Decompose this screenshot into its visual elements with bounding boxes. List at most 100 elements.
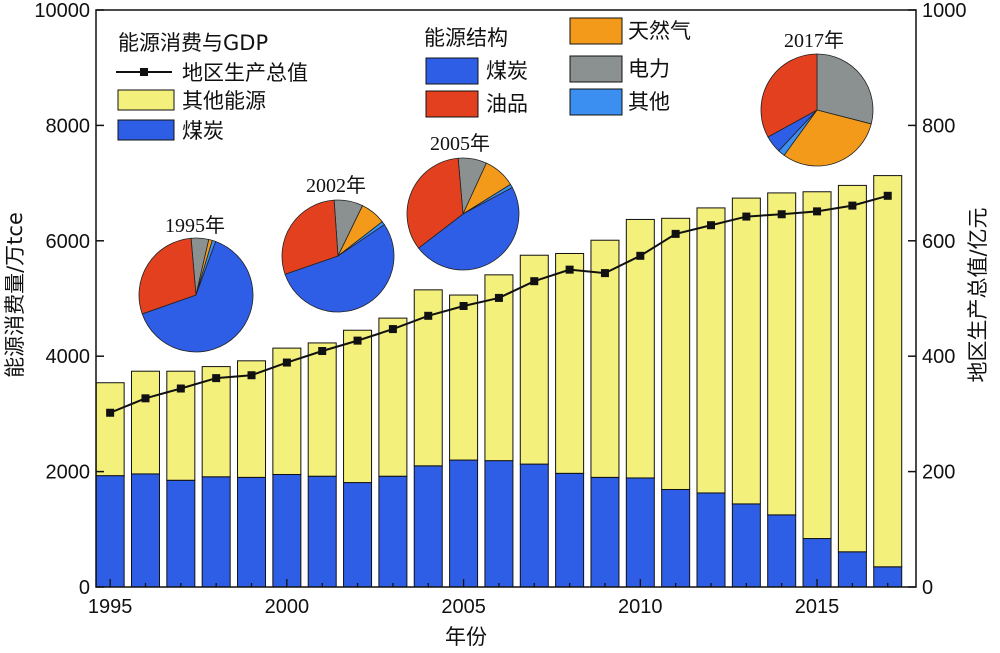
y-left-tick-label: 8000	[46, 115, 91, 137]
gdp-point-1996	[141, 394, 150, 403]
legend2-electricity-swatch	[569, 55, 623, 83]
bar-other-energy-2006	[484, 274, 514, 462]
bar-other-energy-1998	[201, 366, 231, 478]
x-tick-label: 2005	[441, 596, 486, 618]
gdp-point-2017	[883, 191, 892, 200]
gdp-point-2011	[671, 229, 680, 238]
gdp-point-1997	[176, 384, 185, 393]
gdp-point-1999	[247, 371, 256, 380]
bar-other-energy-1999	[237, 360, 267, 478]
gdp-point-1998	[212, 374, 221, 383]
bar-coal-2011	[661, 488, 691, 588]
legend2-item-other: 其他	[628, 90, 670, 114]
bar-other-energy-2013	[731, 197, 761, 505]
axes-layer: 0 2000 4000 6000 8000 10000 0 200 400 600 800 1000 1…	[34, 0, 966, 618]
bar-coal-2008	[555, 472, 585, 588]
bar-other-energy-2015	[802, 191, 832, 540]
x-axis-label: 年份	[445, 625, 487, 649]
pie-slice-煤炭	[284, 224, 395, 313]
y-right-tick-label: 800	[922, 115, 955, 137]
bar-coal-2006	[484, 460, 514, 588]
gdp-point-2008	[565, 265, 574, 274]
gdp-point-2016	[848, 201, 857, 210]
bar-other-energy-2012	[696, 207, 726, 494]
x-tick-label: 2000	[265, 596, 310, 618]
gdp-point-2004	[424, 311, 433, 320]
pie-title: 2005年	[430, 132, 490, 155]
gdp-point-2006	[494, 293, 503, 302]
bar-coal-2010	[625, 477, 655, 588]
bar-coal-2012	[696, 492, 726, 588]
gdp-point-2014	[777, 210, 786, 219]
bar-coal-1997	[166, 479, 196, 588]
y-right-tick-label: 600	[922, 231, 955, 253]
pie-slice-油品	[138, 237, 197, 315]
gdp-point-2015	[813, 207, 822, 216]
y-left-tick-label: 4000	[46, 346, 91, 368]
bar-coal-2005	[449, 459, 479, 588]
bar-other-energy-2005	[449, 294, 479, 461]
y-right-tick-label: 0	[922, 577, 933, 599]
legend1-item-coal: 煤炭	[182, 119, 224, 143]
bar-coal-1996	[130, 473, 160, 588]
bar-other-energy-2002	[343, 329, 373, 484]
gdp-point-2010	[636, 251, 645, 260]
pie-chart-3: 2017年	[760, 29, 874, 167]
legend1-item-other-energy: 其他能源	[182, 89, 266, 113]
pie-slice-天然气	[783, 109, 872, 167]
legend2-other-swatch	[569, 88, 623, 116]
bar-coal-2004	[413, 465, 443, 588]
y-right-tick-label: 200	[922, 462, 955, 484]
y-left-tick-label: 6000	[46, 231, 91, 253]
y-left-tick-label: 2000	[46, 462, 91, 484]
y-axis-left-label: 能源消费量/万tce	[3, 212, 27, 378]
bar-other-energy-2011	[661, 217, 691, 490]
x-tick-label: 2015	[795, 596, 840, 618]
bar-coal-2009	[590, 476, 620, 588]
pie-slice-油品	[760, 53, 818, 138]
pie-title: 2002年	[306, 174, 366, 197]
bar-coal-2001	[307, 475, 337, 588]
gdp-point-2002	[353, 336, 362, 345]
bar-other-energy-1996	[130, 370, 160, 475]
x-tick-label: 2010	[618, 596, 663, 618]
y-axis-right-label: 地区生产总值/亿元	[966, 207, 990, 382]
pie-slice-煤炭	[141, 240, 254, 353]
bar-other-energy-2000	[272, 347, 302, 475]
bar-coal-1995	[95, 475, 125, 588]
gdp-line-layer	[106, 191, 892, 417]
pie-chart-0: 1995年	[138, 214, 254, 353]
pie-chart-1: 2002年	[281, 174, 395, 313]
pie-title: 2017年	[784, 29, 844, 52]
y-left-tick-label: 10000	[34, 0, 90, 22]
bar-coal-2016	[837, 551, 867, 588]
legend1-title: 能源消费与GDP	[118, 31, 268, 55]
bar-coal-2007	[519, 463, 549, 588]
bar-other-energy-2001	[307, 342, 337, 477]
pie-slice-油品	[281, 199, 339, 275]
legend2-item-gas: 天然气	[628, 19, 691, 43]
legend-energy-structure: 能源结构 煤炭 油品 天然气 电力 其他	[424, 17, 691, 118]
gdp-point-2000	[282, 358, 291, 367]
pie-chart-2: 2005年	[406, 132, 520, 271]
legend-other-energy-swatch	[117, 89, 175, 111]
gdp-point-2013	[742, 212, 751, 221]
bar-other-energy-2008	[555, 252, 585, 474]
bar-coal-2000	[272, 473, 302, 588]
x-tick-label: 1995	[88, 596, 133, 618]
legend2-coal-swatch	[425, 57, 479, 85]
bar-other-energy-2017	[873, 175, 903, 568]
y-right-tick-label: 1000	[922, 0, 967, 22]
gdp-point-2012	[707, 221, 715, 230]
legend2-item-coal: 煤炭	[486, 59, 528, 83]
legend2-item-electricity: 电力	[628, 57, 670, 81]
pie-layer: 1995年 2002年 2005年 2017年	[138, 29, 874, 353]
gdp-point-2007	[530, 277, 539, 286]
gdp-point-2005	[459, 302, 468, 311]
bar-coal-1998	[201, 476, 231, 588]
bar-coal-2002	[343, 482, 373, 588]
legend-energy-gdp: 能源消费与GDP 地区生产总值 其他能源 煤炭	[116, 31, 308, 143]
pie-slice-煤炭	[417, 186, 520, 271]
gdp-point-2003	[388, 325, 397, 334]
